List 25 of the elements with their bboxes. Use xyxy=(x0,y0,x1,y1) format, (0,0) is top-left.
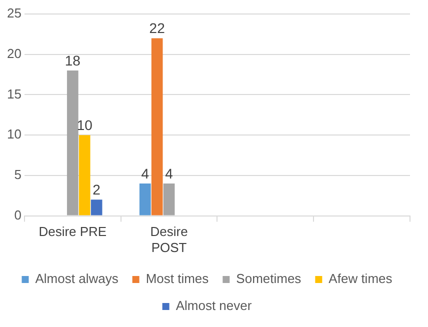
legend-label: Sometimes xyxy=(236,271,302,286)
bar xyxy=(66,70,78,216)
data-label: 18 xyxy=(64,52,81,68)
y-tick-label: 0 xyxy=(14,207,22,222)
legend-label: Almost never xyxy=(176,298,252,314)
data-label: 10 xyxy=(76,116,93,133)
y-tick-label: 10 xyxy=(6,126,22,142)
legend-label: Most times xyxy=(146,271,210,286)
x-tick-label: Desire PRE xyxy=(38,224,107,240)
x-tick-label: Desire POST xyxy=(150,224,188,255)
data-label: 4 xyxy=(141,165,150,182)
legend-label: Afew times xyxy=(328,271,393,286)
y-tick-label: 15 xyxy=(6,86,22,102)
y-tick-label: 20 xyxy=(6,46,22,61)
bar xyxy=(151,38,163,216)
data-label: 2 xyxy=(92,182,101,198)
data-label: 22 xyxy=(149,20,166,36)
y-tick-label: 25 xyxy=(6,6,22,21)
bar xyxy=(139,184,151,216)
y-tick-label: 5 xyxy=(14,167,22,182)
bar xyxy=(163,184,175,216)
data-label: 4 xyxy=(165,165,174,182)
legend-label: Almost always xyxy=(35,271,119,286)
bar xyxy=(90,200,102,216)
bar xyxy=(78,135,90,216)
